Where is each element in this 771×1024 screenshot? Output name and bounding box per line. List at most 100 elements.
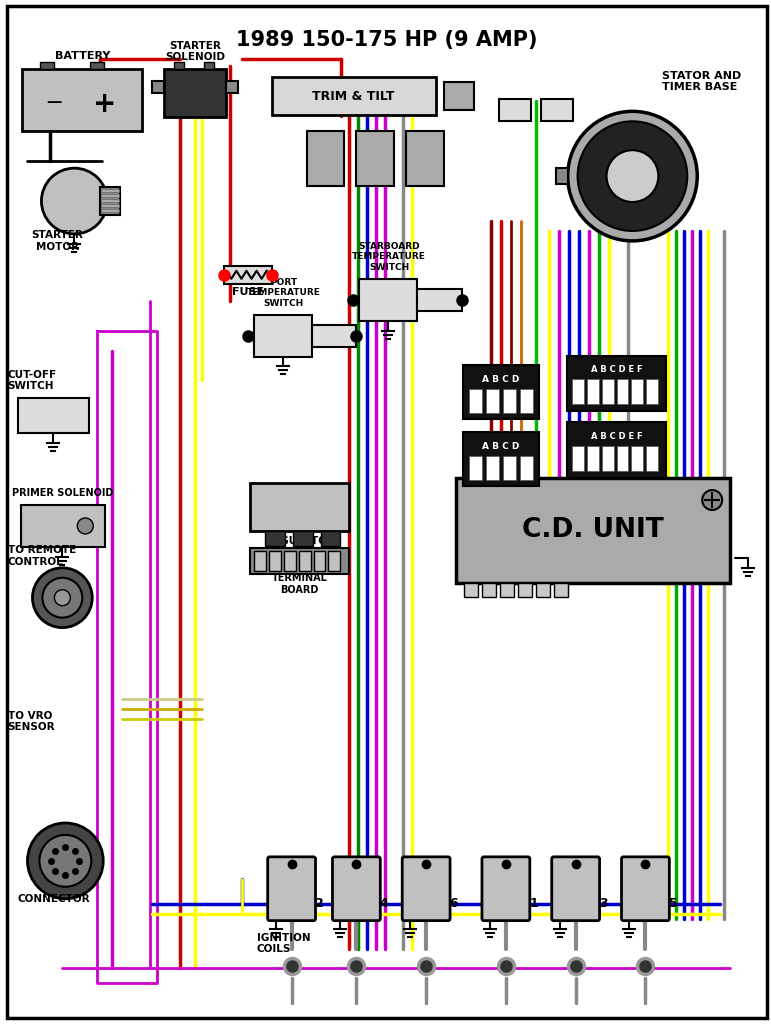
Bar (587, 446, 598, 471)
Circle shape (77, 518, 93, 534)
Bar (503, 389, 516, 414)
Bar (617, 446, 628, 471)
Bar (469, 456, 482, 480)
Text: 4: 4 (380, 897, 389, 910)
Bar (18, 398, 89, 433)
Circle shape (39, 835, 91, 887)
Text: IGNITION
COILS: IGNITION COILS (257, 933, 311, 954)
Bar (101, 204, 120, 207)
Bar (567, 355, 666, 412)
Bar (284, 551, 295, 570)
Bar (444, 82, 474, 111)
Bar (101, 195, 120, 197)
Bar (250, 548, 349, 573)
Bar (328, 551, 341, 570)
Bar (311, 325, 356, 346)
Bar (152, 82, 164, 93)
Bar (90, 61, 104, 70)
Circle shape (607, 151, 658, 202)
Text: +: + (93, 90, 116, 119)
Text: A B C D: A B C D (482, 375, 520, 384)
Bar (254, 551, 266, 570)
Bar (520, 389, 533, 414)
Text: A B C D E F: A B C D E F (591, 432, 642, 440)
Bar (601, 380, 614, 404)
Bar (520, 456, 533, 480)
Bar (601, 446, 614, 471)
Text: REGULATOR: REGULATOR (264, 536, 335, 546)
FancyBboxPatch shape (482, 857, 530, 921)
Bar (164, 70, 226, 118)
Text: CONNECTOR: CONNECTOR (18, 894, 90, 904)
Bar (40, 61, 55, 70)
Bar (224, 266, 271, 284)
Circle shape (32, 568, 93, 628)
Bar (356, 131, 394, 186)
Bar (556, 168, 567, 184)
Bar (500, 583, 513, 597)
Text: BATTERY: BATTERY (55, 50, 110, 60)
Bar (101, 189, 120, 193)
Circle shape (42, 168, 107, 233)
Text: A B C D: A B C D (482, 441, 520, 451)
Bar (456, 478, 730, 583)
Bar (646, 380, 658, 404)
Bar (417, 289, 462, 310)
Circle shape (42, 578, 82, 617)
FancyBboxPatch shape (402, 857, 450, 921)
Bar (540, 99, 573, 121)
FancyBboxPatch shape (268, 857, 315, 921)
Bar (469, 389, 482, 414)
Bar (406, 131, 444, 186)
Bar (268, 551, 281, 570)
Text: C.D. UNIT: C.D. UNIT (522, 517, 664, 543)
Circle shape (702, 490, 722, 510)
Bar (463, 432, 539, 486)
Text: FUSE: FUSE (231, 287, 264, 297)
Bar (264, 530, 284, 546)
Text: PRIMER SOLENOID: PRIMER SOLENOID (12, 488, 113, 498)
Text: TERMINAL
BOARD: TERMINAL BOARD (271, 573, 328, 595)
Text: TRIM & TILT: TRIM & TILT (312, 90, 395, 102)
Bar (631, 380, 644, 404)
Bar (567, 422, 666, 478)
Bar (646, 446, 658, 471)
Text: STARTER
SOLENOID: STARTER SOLENOID (165, 41, 225, 62)
Bar (482, 583, 496, 597)
Bar (321, 530, 341, 546)
Text: STARBOARD
TEMPERATURE
SWITCH: STARBOARD TEMPERATURE SWITCH (352, 242, 426, 271)
Bar (22, 70, 142, 131)
Text: TO REMOTE
CONTROL: TO REMOTE CONTROL (8, 545, 76, 566)
Bar (631, 446, 644, 471)
FancyBboxPatch shape (332, 857, 380, 921)
Text: TO VRO
SENSOR: TO VRO SENSOR (8, 711, 56, 732)
FancyBboxPatch shape (552, 857, 600, 921)
Bar (463, 366, 539, 419)
Bar (617, 380, 628, 404)
Bar (292, 530, 312, 546)
Circle shape (577, 121, 687, 231)
Bar (554, 583, 567, 597)
Bar (587, 380, 598, 404)
Bar (359, 279, 417, 321)
Text: 1: 1 (530, 897, 538, 910)
Text: ─: ─ (48, 94, 61, 115)
Bar (271, 78, 436, 116)
Text: 3: 3 (599, 897, 608, 910)
Bar (101, 199, 120, 202)
Text: A B C D E F: A B C D E F (591, 365, 642, 374)
Bar (174, 61, 184, 70)
Circle shape (567, 112, 697, 241)
Text: 5: 5 (669, 897, 678, 910)
Bar (314, 551, 325, 570)
Bar (518, 583, 532, 597)
Bar (226, 82, 237, 93)
FancyBboxPatch shape (621, 857, 669, 921)
Bar (536, 583, 550, 597)
Bar (464, 583, 478, 597)
Text: CUT-OFF
SWITCH: CUT-OFF SWITCH (8, 370, 56, 391)
Bar (307, 131, 345, 186)
Bar (21, 505, 105, 547)
Bar (298, 551, 311, 570)
Bar (204, 61, 214, 70)
